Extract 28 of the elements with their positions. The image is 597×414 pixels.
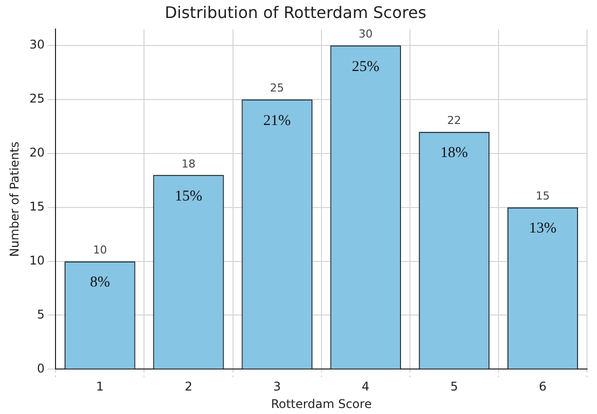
- x-axis-title: Rotterdam Score: [270, 396, 372, 411]
- y-tick-label: 30: [29, 38, 45, 52]
- y-tick-label: 25: [29, 91, 45, 106]
- annotation: 21%: [263, 112, 291, 129]
- annotation: 13%: [528, 220, 556, 237]
- x-tick-label: 5: [450, 380, 458, 394]
- x-tick-label: 1: [96, 380, 104, 394]
- annotation: 18%: [440, 145, 468, 162]
- annotation: 25%: [352, 58, 380, 75]
- x-tick-label: 3: [273, 380, 281, 394]
- x-tick-label: 2: [184, 380, 192, 394]
- data-label: 22: [447, 114, 462, 128]
- y-tick-label: 10: [29, 253, 45, 268]
- y-tick-label: 20: [29, 145, 45, 160]
- data-label: 25: [270, 82, 284, 95]
- y-tick-label: 0: [37, 361, 45, 376]
- y-tick-label: 5: [37, 307, 45, 322]
- y-tick-label: 15: [29, 199, 45, 214]
- y-axis-title: Number of Patients: [7, 141, 22, 257]
- annotation: 15%: [174, 188, 202, 204]
- x-tick-label: 6: [538, 380, 547, 394]
- data-label: 15: [536, 190, 550, 203]
- x-tick-label: 4: [362, 380, 370, 394]
- data-label: 18: [182, 157, 196, 170]
- annotation: 8%: [90, 274, 110, 291]
- data-label: 30: [358, 28, 373, 41]
- data-label: 10: [92, 244, 107, 257]
- chart-title: Distribution of Rotterdam Scores: [164, 2, 426, 22]
